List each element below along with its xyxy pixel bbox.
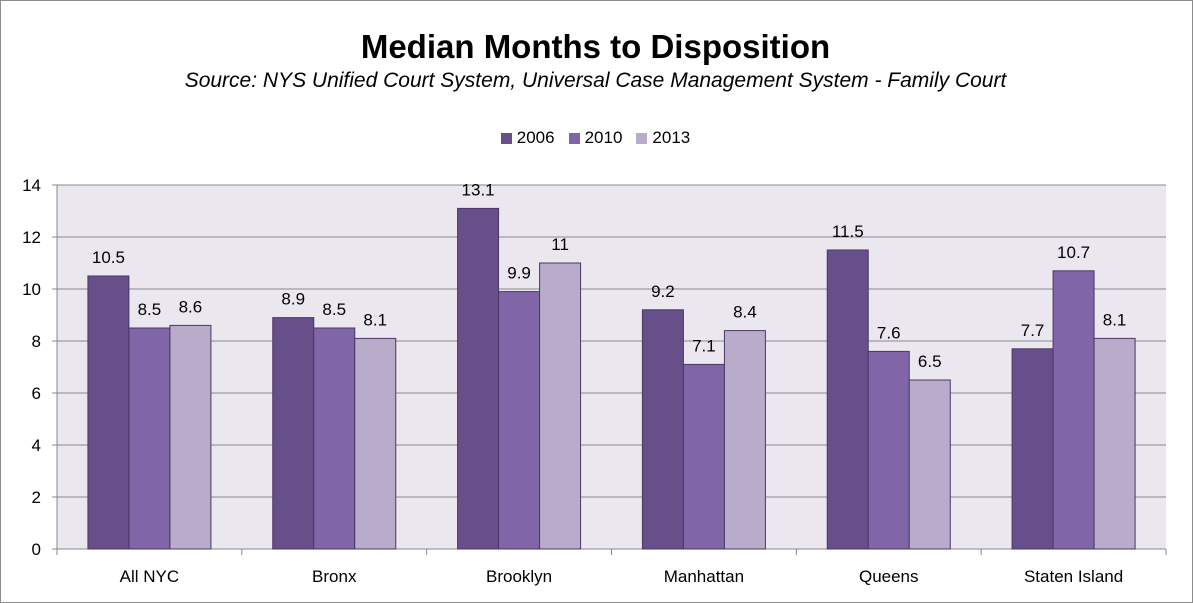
y-tick-label: 0 — [32, 540, 41, 559]
data-label: 10.7 — [1057, 243, 1090, 262]
bar — [826, 249, 869, 550]
data-label: 8.9 — [281, 290, 305, 309]
bar — [682, 363, 725, 550]
data-label: 6.5 — [918, 352, 942, 371]
y-tick-label: 4 — [32, 436, 41, 455]
bar — [128, 327, 171, 550]
bar — [723, 330, 766, 550]
x-tick-label: Manhattan — [664, 567, 744, 586]
data-label: 9.2 — [651, 282, 675, 301]
data-label: 8.5 — [138, 300, 162, 319]
data-label: 9.9 — [507, 264, 531, 283]
data-label: 11.5 — [832, 222, 864, 241]
y-tick-label: 8 — [32, 332, 41, 351]
x-tick-label: Bronx — [312, 567, 357, 586]
bar — [354, 337, 397, 550]
data-label: 11 — [551, 235, 569, 254]
data-label: 8.1 — [363, 310, 387, 329]
bar — [867, 350, 910, 550]
bar — [313, 327, 356, 550]
data-label: 7.7 — [1021, 321, 1045, 340]
x-tick-label: All NYC — [120, 567, 180, 586]
legend-item-2013: 2013 — [636, 128, 690, 148]
bar — [1093, 337, 1136, 550]
data-label: 8.4 — [733, 303, 757, 322]
chart-subtitle: Source: NYS Unified Court System, Univer… — [184, 69, 1007, 92]
bar — [457, 207, 500, 550]
y-tick-label: 14 — [22, 176, 41, 195]
bar — [1011, 348, 1054, 550]
bar — [169, 324, 212, 550]
legend-label-2006: 2006 — [516, 128, 555, 147]
bar — [498, 291, 541, 550]
bar — [641, 309, 684, 550]
data-label: 7.1 — [692, 336, 716, 355]
bar — [87, 275, 130, 550]
legend-item-2006: 2006 — [500, 128, 555, 148]
legend-swatch-2010 — [568, 132, 580, 144]
bar — [272, 317, 315, 550]
data-label: 8.5 — [322, 300, 346, 319]
y-tick-label: 6 — [32, 384, 41, 403]
y-tick-label: 10 — [22, 280, 41, 299]
y-tick-label: 2 — [32, 488, 41, 507]
data-label: 13.1 — [462, 180, 495, 199]
data-label: 8.6 — [179, 297, 203, 316]
legend: 2006 2010 2013 — [0, 128, 1191, 148]
x-tick-label: Queens — [859, 567, 919, 586]
data-label: 7.6 — [877, 323, 901, 342]
x-tick-label: Staten Island — [1024, 567, 1123, 586]
x-tick-label: Brooklyn — [486, 567, 552, 586]
plot-area — [57, 185, 1166, 549]
bar — [908, 379, 951, 550]
legend-label-2010: 2010 — [584, 128, 623, 147]
data-label: 10.5 — [92, 248, 125, 267]
data-label: 8.1 — [1103, 310, 1127, 329]
legend-label-2013: 2013 — [652, 128, 691, 147]
legend-item-2010: 2010 — [568, 128, 623, 148]
bar — [1052, 270, 1095, 550]
chart-title: Median Months to Disposition — [360, 28, 831, 65]
legend-swatch-2013 — [636, 132, 648, 144]
legend-swatch-2006 — [500, 132, 512, 144]
y-tick-label: 12 — [22, 228, 41, 247]
bar — [539, 262, 582, 550]
